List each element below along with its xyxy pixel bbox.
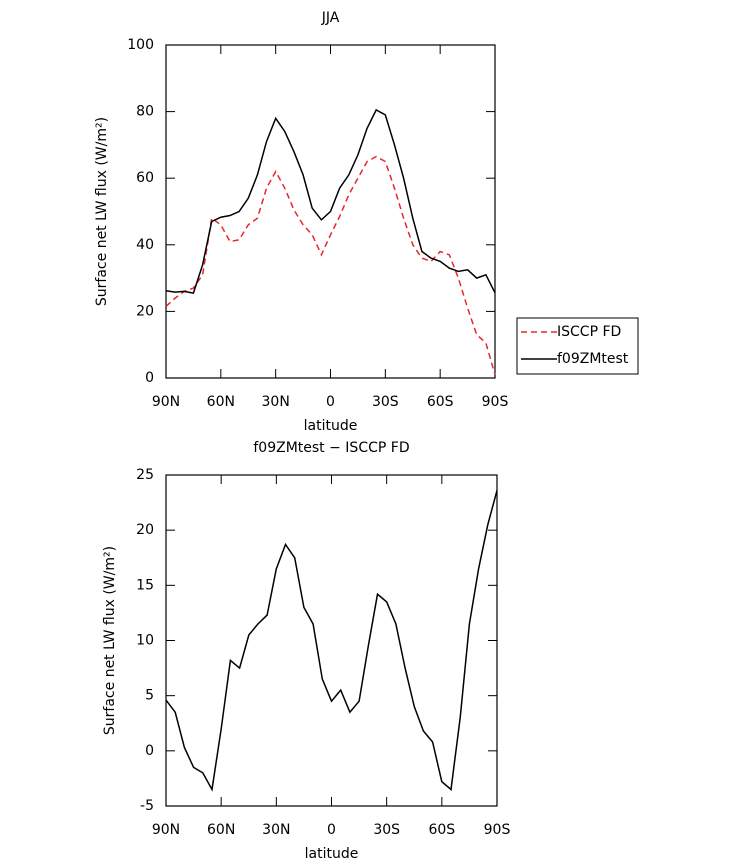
- x-tick-label: 60N: [207, 394, 235, 410]
- y-tick-label: -5: [140, 798, 154, 814]
- y-tick-label: 80: [136, 104, 154, 120]
- y-tick-label: 15: [136, 577, 154, 593]
- x-tick-label: 60N: [207, 822, 235, 838]
- y-tick-label: 10: [136, 633, 154, 649]
- x-tick-label: 30N: [262, 394, 290, 410]
- x-tick-label: 30N: [262, 822, 290, 838]
- x-tick-label: 90N: [152, 394, 180, 410]
- x-tick-label: 30S: [373, 822, 400, 838]
- x-tick-label: 30S: [372, 394, 399, 410]
- x-tick-label: 60S: [427, 394, 454, 410]
- x-tick-label: 90N: [152, 822, 180, 838]
- y-tick-label: 0: [145, 370, 154, 386]
- y-axis-label: Surface net LW flux (W/m²): [102, 546, 118, 735]
- x-tick-label: 90S: [482, 394, 509, 410]
- y-tick-label: 60: [136, 170, 154, 186]
- legend-box: [516, 317, 639, 375]
- y-tick-label: 5: [145, 688, 154, 704]
- plot-frame: [165, 44, 496, 379]
- data-line: [165, 490, 498, 792]
- y-tick-label: 40: [136, 237, 154, 253]
- x-tick-label: 0: [326, 394, 335, 410]
- y-tick-label: 20: [136, 522, 154, 538]
- chart-title: f09ZMtest − ISCCP FD: [253, 440, 409, 456]
- x-tick-label: 90S: [484, 822, 511, 838]
- x-axis-label: latitude: [304, 418, 358, 434]
- y-axis-label: Surface net LW flux (W/m²): [94, 117, 110, 306]
- x-tick-label: 0: [327, 822, 336, 838]
- data-line: [165, 155, 496, 375]
- legend-label: ISCCP FD: [557, 324, 621, 340]
- y-tick-label: 25: [136, 467, 154, 483]
- x-axis-label: latitude: [305, 846, 359, 862]
- plot-frame: [165, 474, 498, 807]
- y-tick-label: 20: [136, 303, 154, 319]
- y-tick-label: 0: [145, 743, 154, 759]
- y-tick-label: 100: [127, 37, 154, 53]
- data-line: [165, 108, 496, 294]
- legend-label: f09ZMtest: [557, 351, 629, 367]
- x-tick-label: 60S: [428, 822, 455, 838]
- chart-title: JJA: [321, 10, 340, 26]
